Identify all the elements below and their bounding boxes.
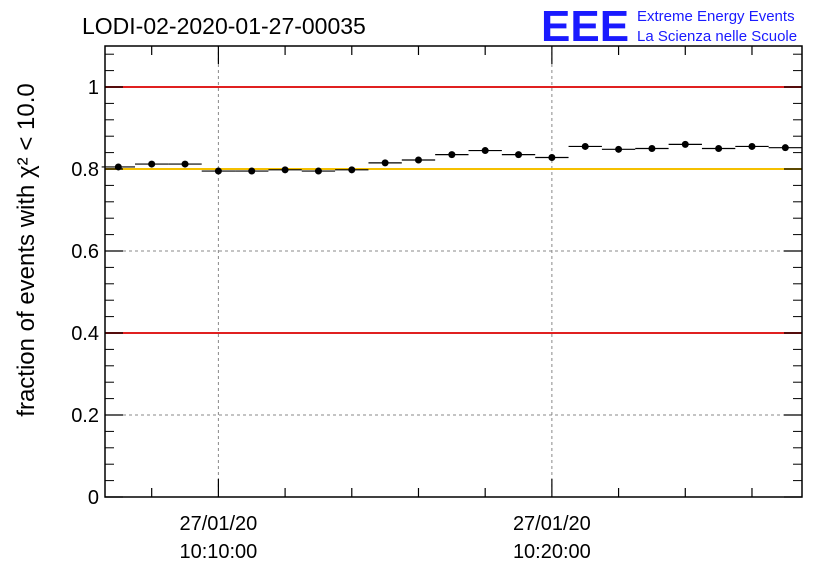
data-point-9 — [401, 156, 436, 164]
plot-frame — [104, 45, 803, 498]
point-marker — [181, 160, 189, 168]
data-point-13 — [535, 154, 569, 162]
data-point-1 — [135, 160, 169, 168]
point-marker — [248, 167, 256, 175]
point-marker — [448, 151, 456, 159]
logo-line-1: Extreme Energy Events — [637, 8, 795, 25]
point-marker — [481, 147, 489, 155]
x-tick-date-1: 27/01/20 — [513, 513, 591, 535]
data-point-17 — [668, 140, 702, 148]
point-marker — [715, 145, 723, 152]
y-tick-label-2: 0.4 — [71, 323, 99, 345]
y-tick-label-3: 0.6 — [71, 241, 99, 263]
y-axis: 0 0.2 0.4 0.6 0.8 1 — [71, 53, 802, 509]
data-point-19 — [735, 142, 769, 150]
y-tick-label-4: 0.8 — [71, 159, 99, 181]
point-marker — [548, 154, 556, 162]
data-point-12 — [501, 151, 536, 159]
point-marker — [214, 167, 222, 175]
point-marker — [148, 160, 156, 168]
x-tick-date-0: 27/01/20 — [179, 513, 257, 535]
data-point-20 — [768, 144, 802, 152]
y-tick-label-0: 0 — [88, 487, 99, 509]
point-marker — [348, 166, 356, 174]
point-marker — [615, 145, 623, 153]
y-tick-label-1: 0.2 — [71, 405, 99, 427]
point-marker — [581, 142, 589, 150]
eee-logo: EEE Extreme Energy Events La Scienza nel… — [541, 2, 797, 51]
data-point-6 — [301, 167, 336, 175]
logo-line-2: La Scienza nelle Scuole — [637, 28, 797, 45]
y-axis-label: fraction of events with χ² < 10.0 — [13, 83, 40, 416]
data-point-11 — [468, 147, 502, 155]
point-marker — [281, 166, 289, 174]
data-point-14 — [568, 142, 602, 150]
point-marker — [515, 151, 523, 159]
logo-mark: EEE — [541, 2, 629, 51]
data-point-7 — [335, 166, 369, 174]
data-point-3 — [201, 167, 236, 175]
x-tick-time-0: 10:10:00 — [179, 541, 257, 563]
point-marker — [648, 145, 656, 152]
data-point-18 — [701, 145, 736, 152]
point-marker — [681, 140, 689, 148]
data-points — [101, 140, 802, 175]
point-marker — [314, 167, 322, 175]
x-tick-time-1: 10:20:00 — [513, 541, 591, 563]
point-marker — [748, 142, 756, 150]
grid-lines — [105, 46, 802, 497]
chart-title: LODI-02-2020-01-27-00035 — [82, 13, 366, 39]
data-point-15 — [601, 145, 636, 153]
point-marker — [781, 144, 789, 152]
reference-lines — [105, 86, 802, 334]
point-marker — [414, 156, 422, 164]
point-marker — [381, 159, 389, 167]
data-point-2 — [168, 160, 202, 168]
data-point-4 — [235, 167, 269, 175]
data-point-5 — [268, 166, 302, 174]
data-point-8 — [368, 159, 402, 167]
y-tick-label-5: 1 — [88, 77, 99, 99]
data-point-16 — [635, 145, 669, 152]
x-axis: 27/01/20 10:10:00 27/01/20 10:20:00 — [151, 46, 753, 563]
data-point-10 — [435, 151, 469, 159]
